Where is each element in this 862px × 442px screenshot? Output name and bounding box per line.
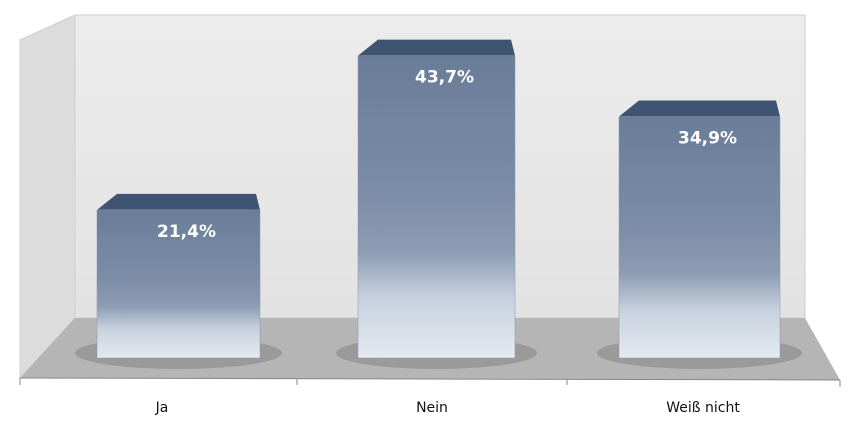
- bar: [357, 55, 516, 359]
- value-label: 34,9%: [678, 128, 737, 148]
- bar: [618, 116, 781, 359]
- value-label: 43,7%: [415, 68, 474, 88]
- bar: [96, 209, 261, 359]
- bar-top: [619, 100, 780, 117]
- x-tick-label: Weiß nicht: [666, 400, 740, 416]
- bar-top: [97, 193, 260, 210]
- value-label: 21,4%: [157, 222, 216, 242]
- x-tick-label: Ja: [155, 400, 169, 416]
- bar-top: [358, 39, 515, 56]
- x-tick-label: Nein: [416, 400, 448, 416]
